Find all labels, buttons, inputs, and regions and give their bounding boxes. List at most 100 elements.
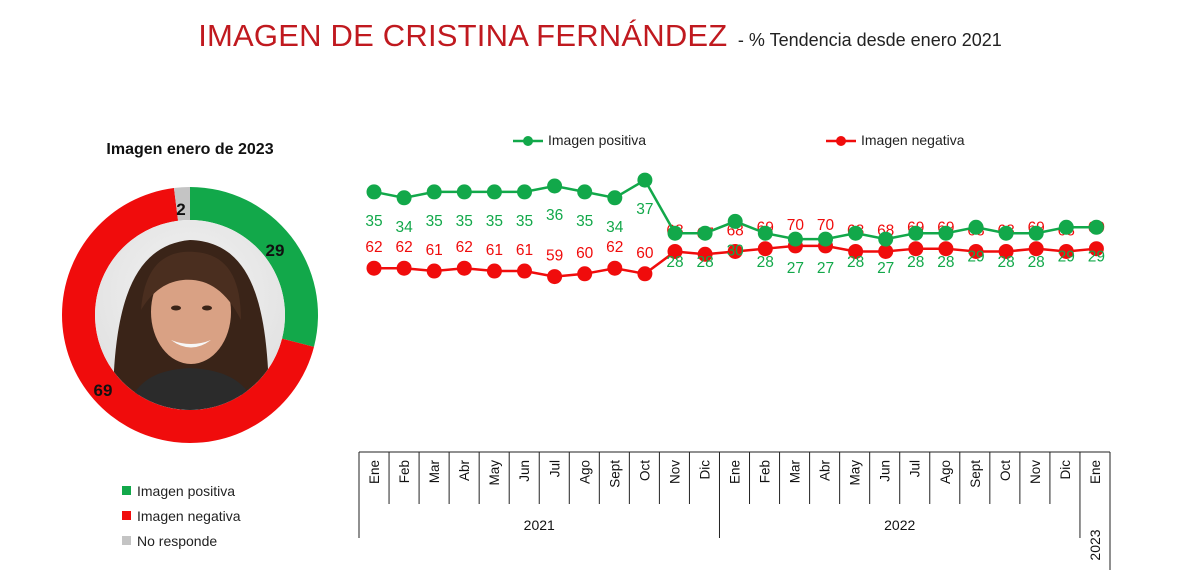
month-tick-label: Ago: [577, 460, 592, 484]
month-tick-label: Sept: [607, 460, 622, 488]
data-point: [607, 190, 623, 206]
data-point: [456, 260, 472, 276]
data-point: [727, 243, 743, 259]
data-point: [667, 243, 683, 259]
donut-value-label: 69: [94, 381, 113, 400]
month-tick-label: Ene: [1088, 460, 1103, 484]
month-tick-label: Nov: [667, 460, 682, 484]
data-point: [577, 184, 593, 200]
month-tick-label: Ene: [728, 460, 743, 484]
data-label: 28: [1028, 254, 1045, 271]
month-tick-label: Mar: [788, 459, 803, 483]
data-label: 62: [365, 239, 382, 256]
data-label: 29: [967, 248, 984, 265]
data-point: [547, 269, 563, 285]
month-tick-label: Sept: [968, 460, 983, 488]
positive-swatch: [122, 486, 131, 495]
negative-swatch: [122, 511, 131, 520]
data-label: 29: [1058, 248, 1075, 265]
data-point: [757, 225, 773, 241]
chart-title: IMAGEN DE CRISTINA FERNÁNDEZ - % Tendenc…: [0, 18, 1200, 54]
month-tick-label: Ago: [938, 460, 953, 484]
data-label: 62: [395, 239, 412, 256]
data-label: 37: [636, 201, 653, 218]
data-point: [486, 184, 502, 200]
year-label: 2023: [1087, 529, 1103, 560]
data-point: [517, 263, 532, 279]
data-point: [757, 241, 773, 257]
month-tick-label: Mar: [427, 459, 442, 483]
legend-negative-label: Imagen negativa: [861, 132, 965, 148]
month-tick-label: Abr: [818, 460, 833, 482]
donut-legend: Imagen positiva Imagen negativa No respo…: [122, 478, 241, 553]
legend-negative-marker: [826, 136, 856, 147]
data-point: [396, 190, 412, 206]
data-point: [998, 225, 1014, 241]
data-point: [697, 246, 713, 262]
data-point: [426, 263, 442, 279]
data-label: 35: [365, 213, 382, 230]
donut-slice: [173, 187, 190, 221]
data-label: 27: [877, 260, 894, 277]
data-label: 62: [456, 239, 473, 256]
data-point: [848, 243, 864, 259]
month-tick-label: Feb: [397, 460, 412, 483]
data-point: [547, 178, 563, 194]
data-label: 34: [606, 219, 624, 236]
month-tick-label: Oct: [637, 460, 652, 481]
month-tick-label: Jun: [878, 460, 893, 482]
noresponde-swatch: [122, 536, 131, 545]
data-point: [1028, 225, 1044, 241]
data-point: [456, 184, 472, 200]
data-label: 29: [1088, 248, 1105, 265]
donut-legend-label: No responde: [137, 532, 218, 549]
year-label: 2022: [884, 517, 915, 533]
data-label: 34: [395, 219, 413, 236]
donut-value-label: 29: [266, 241, 285, 260]
data-label: 61: [486, 242, 503, 259]
data-point: [938, 241, 954, 257]
data-label: 35: [516, 213, 533, 230]
data-label: 28: [757, 254, 774, 271]
data-point: [1088, 241, 1104, 257]
data-label: 61: [426, 242, 443, 259]
data-point: [366, 260, 382, 276]
data-label: 28: [847, 254, 864, 271]
data-label: 28: [907, 254, 924, 271]
chart-title-main: IMAGEN DE CRISTINA FERNÁNDEZ: [198, 18, 728, 53]
legend-positive-marker: [513, 136, 543, 147]
data-label: 35: [486, 213, 503, 230]
data-point: [517, 184, 532, 200]
month-tick-label: May: [487, 460, 502, 486]
donut-legend-item-positive: Imagen positiva: [122, 478, 241, 503]
legend-positive-label: Imagen positiva: [548, 132, 647, 148]
data-label: 28: [696, 254, 713, 271]
data-label: 60: [576, 245, 594, 262]
month-tick-label: Nov: [1028, 460, 1043, 484]
data-label: 62: [606, 239, 623, 256]
data-label: 60: [636, 245, 654, 262]
data-point: [998, 243, 1014, 259]
month-tick-label: Oct: [998, 460, 1013, 481]
data-label: 27: [817, 260, 834, 277]
month-tick-label: Jun: [517, 460, 532, 482]
data-point: [607, 260, 623, 276]
data-label: 35: [576, 213, 593, 230]
data-point: [1058, 219, 1074, 235]
data-point: [968, 219, 984, 235]
donut-chart: 29 69 2: [61, 187, 318, 443]
data-label: 28: [666, 254, 683, 271]
data-point: [878, 243, 894, 259]
month-tick-label: Feb: [758, 460, 773, 483]
data-point: [727, 213, 743, 229]
portrait-photo: [95, 220, 285, 410]
data-point: [818, 231, 833, 247]
donut-legend-item-noresponde: No responde: [122, 528, 241, 553]
data-point: [878, 231, 894, 247]
data-point: [426, 184, 442, 200]
data-point: [1058, 243, 1074, 259]
data-label: 28: [997, 254, 1014, 271]
data-point: [787, 231, 803, 247]
data-point: [908, 225, 924, 241]
